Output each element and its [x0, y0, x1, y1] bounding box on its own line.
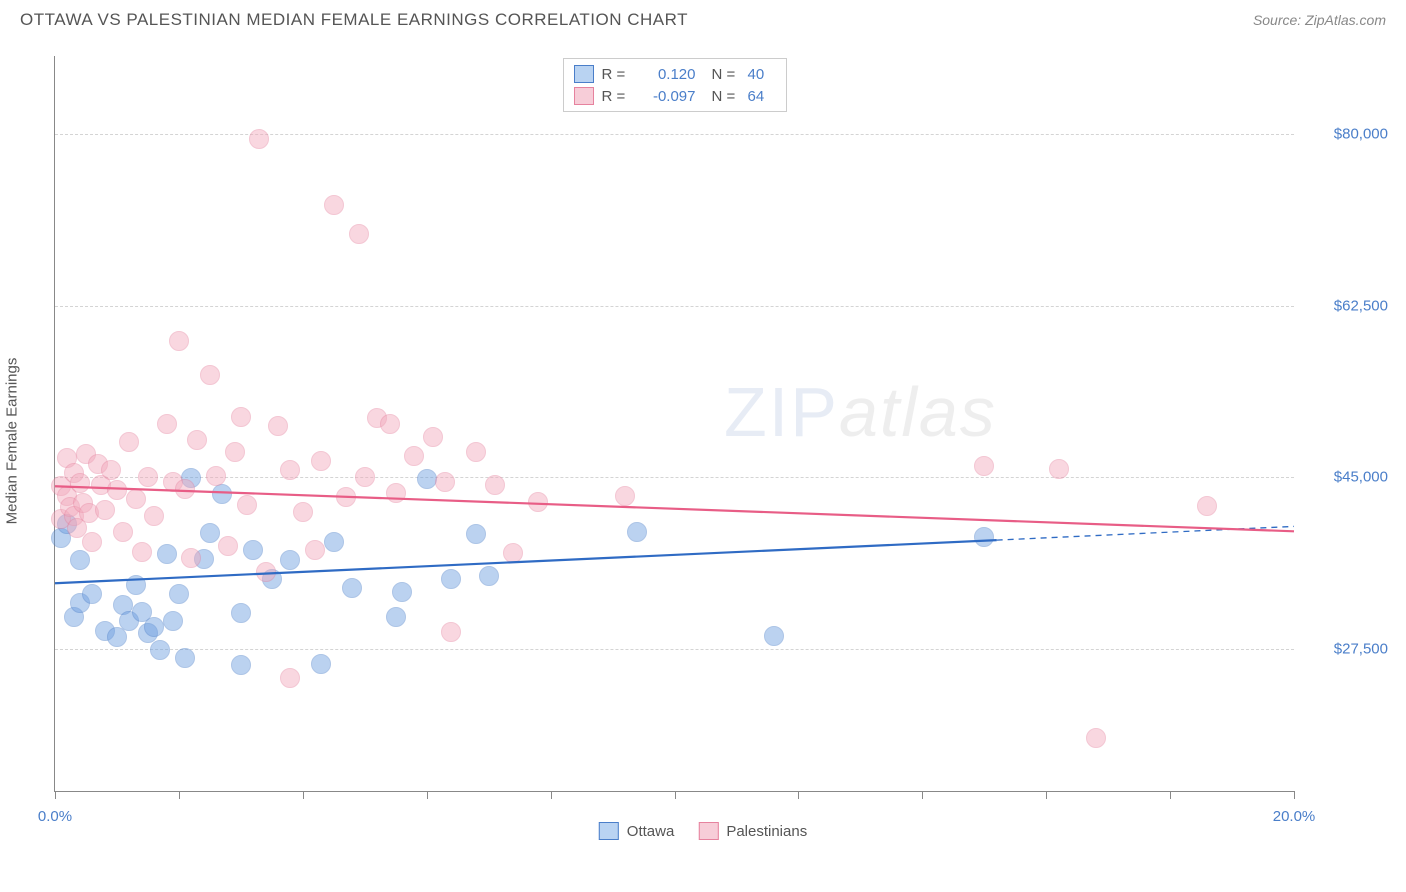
plot-area: ZIPatlas R = 0.120 N = 40 R = -0.097 N =…	[54, 56, 1294, 792]
y-axis-title: Median Female Earnings	[4, 358, 21, 525]
swatch-palestinians-icon	[698, 822, 718, 840]
chart-header: OTTAWA VS PALESTINIAN MEDIAN FEMALE EARN…	[0, 0, 1406, 36]
y-tick-label: $80,000	[1302, 126, 1388, 143]
x-tick	[798, 791, 799, 799]
x-tick	[551, 791, 552, 799]
x-tick	[675, 791, 676, 799]
trend-lines	[55, 56, 1294, 791]
chart-container: Median Female Earnings ZIPatlas R = 0.12…	[12, 36, 1394, 846]
x-tick	[1170, 791, 1171, 799]
legend-row-palestinians: R = -0.097 N = 64	[574, 85, 776, 107]
trend-line	[55, 486, 1294, 531]
y-tick-label: $27,500	[1302, 640, 1388, 657]
x-tick	[427, 791, 428, 799]
y-tick-label: $45,000	[1302, 469, 1388, 486]
chart-title: OTTAWA VS PALESTINIAN MEDIAN FEMALE EARN…	[20, 10, 688, 30]
x-tick	[1294, 791, 1295, 799]
y-tick-label: $62,500	[1302, 297, 1388, 314]
swatch-ottawa	[574, 65, 594, 83]
x-tick	[1046, 791, 1047, 799]
x-tick	[303, 791, 304, 799]
swatch-ottawa-icon	[599, 822, 619, 840]
swatch-palestinians	[574, 87, 594, 105]
x-tick	[55, 791, 56, 799]
x-tick	[922, 791, 923, 799]
legend-item-ottawa: Ottawa	[599, 822, 675, 840]
legend-item-palestinians: Palestinians	[698, 822, 807, 840]
series-legend: Ottawa Palestinians	[599, 822, 807, 840]
x-tick-label: 20.0%	[1273, 808, 1316, 825]
legend-row-ottawa: R = 0.120 N = 40	[574, 63, 776, 85]
trend-line-extrapolated	[997, 526, 1294, 540]
x-tick-label: 0.0%	[38, 808, 72, 825]
trend-line	[55, 540, 997, 583]
x-tick	[179, 791, 180, 799]
source-credit: Source: ZipAtlas.com	[1253, 12, 1386, 28]
correlation-legend: R = 0.120 N = 40 R = -0.097 N = 64	[563, 58, 787, 112]
